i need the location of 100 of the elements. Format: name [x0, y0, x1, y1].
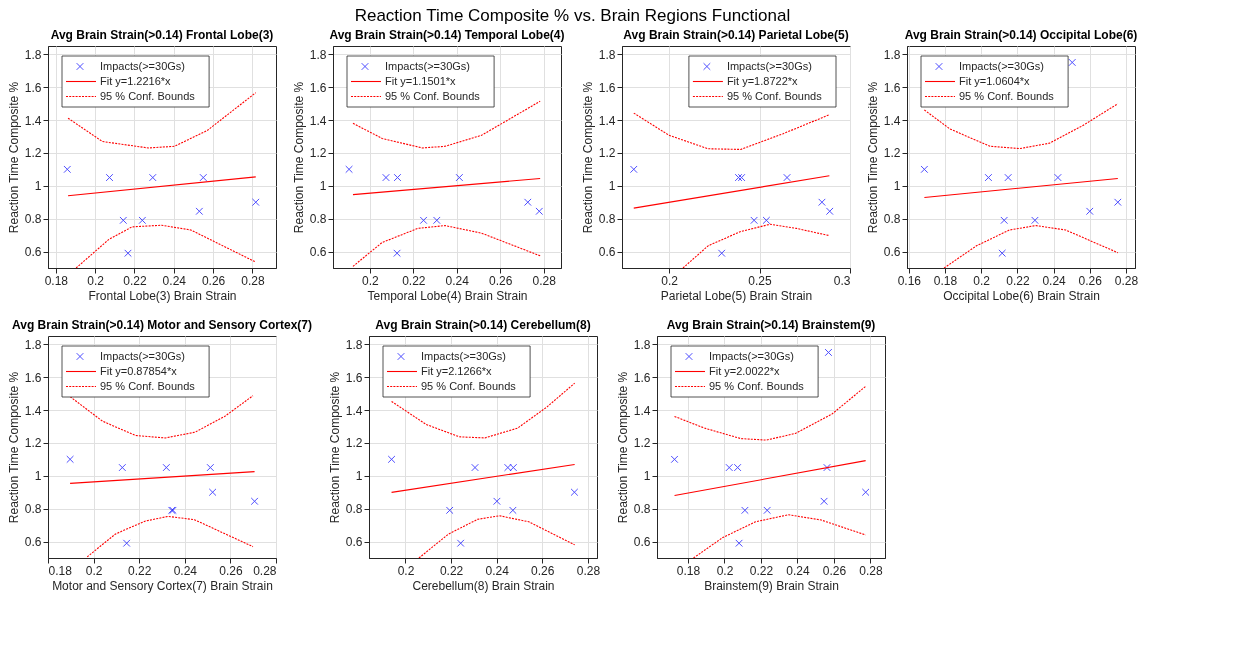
legend-label: Fit y=1.8722*x: [726, 74, 799, 87]
legend-label: Impacts(>=30Gs): [100, 349, 185, 362]
x-tick-label: 0.24: [786, 563, 810, 578]
point: [1085, 207, 1094, 216]
y-tick-label: 0.8: [345, 502, 363, 517]
y-tick-label: 1.6: [24, 80, 42, 95]
point: [820, 497, 828, 506]
x-tick-label: 0.25: [748, 273, 773, 288]
x-tick-label: 0.18: [933, 273, 958, 288]
x-tick-label: 0.22: [402, 273, 426, 288]
point: [735, 539, 743, 548]
chart-title: Avg Brain Strain(>0.14) Motor and Sensory Cortex(7): [12, 318, 312, 332]
point: [251, 198, 260, 207]
y-tick-label: 0.8: [598, 212, 616, 227]
y-axis-title: Reaction Time Composite %: [291, 81, 306, 234]
point: [382, 173, 390, 182]
y-tick-label: 1.2: [633, 436, 651, 451]
point: [419, 216, 428, 225]
x-axis-title: Frontal Lobe(3) Brain Strain: [88, 288, 237, 303]
x-tick-label: 0.22: [128, 563, 152, 578]
y-tick-label: 0.6: [345, 535, 363, 550]
point: [998, 249, 1007, 258]
x-tick-label: 0.2: [397, 563, 415, 578]
line-series: [75, 224, 257, 268]
legend-label: 95 % Conf. Bounds: [959, 89, 1055, 102]
chart-title: Avg Brain Strain(>0.14) Parietal Lobe(5): [623, 28, 849, 42]
x-tick-label: 0.2: [661, 273, 679, 288]
x-tick-label: 0.24: [485, 563, 510, 578]
y-tick-label: 1.4: [24, 403, 42, 418]
y-tick-label: 0.6: [309, 245, 327, 260]
point: [199, 173, 208, 182]
y-tick-label: 1.8: [345, 337, 363, 352]
legend-label: Fit y=1.0604*x: [959, 74, 1031, 87]
y-tick-label: 0.8: [633, 502, 651, 517]
point: [823, 463, 831, 472]
point: [345, 165, 353, 174]
point: [1113, 198, 1122, 207]
y-tick-label: 1.6: [309, 80, 327, 95]
chart-title: Avg Brain Strain(>0.14) Cerebellum(8): [375, 318, 591, 332]
point: [741, 506, 749, 515]
x-axis-title: Parietal Lobe(5) Brain Strain: [660, 288, 813, 303]
chart-title: Avg Brain Strain(>0.14) Occipital Lobe(6): [904, 28, 1138, 42]
y-tick-label: 1.6: [598, 80, 616, 95]
x-tick-label: 0.2: [362, 273, 380, 288]
x-axis-title: Brainstem(9) Brain Strain: [704, 578, 839, 593]
legend-label: 95 % Conf. Bounds: [709, 379, 805, 392]
y-tick-label: 1: [319, 179, 327, 194]
y-tick-label: 0.8: [24, 502, 42, 517]
line-series: [633, 112, 830, 150]
point: [456, 539, 465, 548]
x-tick-label: 0.28: [859, 563, 883, 578]
line-series: [418, 515, 576, 558]
legend-label: Fit y=2.0022*x: [709, 364, 781, 377]
point: [570, 488, 579, 497]
point: [195, 207, 204, 216]
x-axis-title: Occipital Lobe(6) Brain Strain: [943, 288, 1100, 303]
legend-label: Fit y=1.1501*x: [385, 74, 457, 87]
x-tick-label: 0.26: [822, 563, 847, 578]
y-tick-label: 0.8: [24, 212, 42, 227]
legend-label: Impacts(>=30Gs): [726, 59, 812, 72]
y-axis-title: Reaction Time Composite %: [6, 81, 21, 234]
text: Reaction Time Composite % vs. Brain Regions Functional: [354, 5, 791, 25]
x-tick-label: 0.28: [532, 273, 557, 288]
legend-label: 95 % Conf. Bounds: [726, 89, 823, 102]
point: [984, 173, 993, 182]
legend-label: 95 % Conf. Bounds: [100, 89, 196, 102]
y-tick-label: 1.4: [309, 113, 327, 128]
x-tick-label: 0.26: [1078, 273, 1103, 288]
legend-label: Fit y=2.1266*x: [421, 364, 493, 377]
y-tick-label: 0.8: [883, 212, 901, 227]
y-tick-label: 1.8: [24, 47, 42, 62]
point: [455, 173, 464, 182]
x-tick-label: 0.18: [44, 273, 69, 288]
point: [393, 173, 402, 182]
y-tick-label: 1.2: [345, 436, 363, 451]
y-tick-label: 0.6: [598, 245, 616, 260]
legend-label: Impacts(>=30Gs): [385, 59, 470, 72]
y-tick-label: 1.4: [345, 403, 363, 418]
x-tick-label: 0.24: [162, 273, 187, 288]
point: [138, 216, 147, 225]
y-axis-title: Reaction Time Composite %: [580, 81, 595, 234]
legend-label: Fit y=1.2216*x: [100, 74, 172, 87]
x-tick-label: 0.26: [489, 273, 513, 288]
x-tick-label: 0.18: [48, 563, 73, 578]
y-tick-label: 0.6: [633, 535, 651, 550]
chart-title: Avg Brain Strain(>0.14) Brainstem(9): [666, 318, 876, 332]
point: [1068, 58, 1077, 67]
y-tick-label: 1.2: [24, 146, 42, 161]
y-tick-label: 1.4: [883, 113, 901, 128]
point: [393, 249, 401, 258]
point: [493, 497, 501, 506]
point: [63, 165, 72, 174]
point: [119, 216, 128, 225]
x-axis-title: Cerebellum(8) Brain Strain: [412, 578, 555, 593]
chart-title: Avg Brain Strain(>0.14) Frontal Lobe(3): [50, 28, 274, 42]
x-tick-label: 0.28: [241, 273, 265, 288]
legend-label: 95 % Conf. Bounds: [421, 379, 517, 392]
x-tick-label: 0.24: [445, 273, 470, 288]
x-tick-label: 0.26: [219, 563, 243, 578]
y-tick-label: 1: [355, 469, 363, 484]
